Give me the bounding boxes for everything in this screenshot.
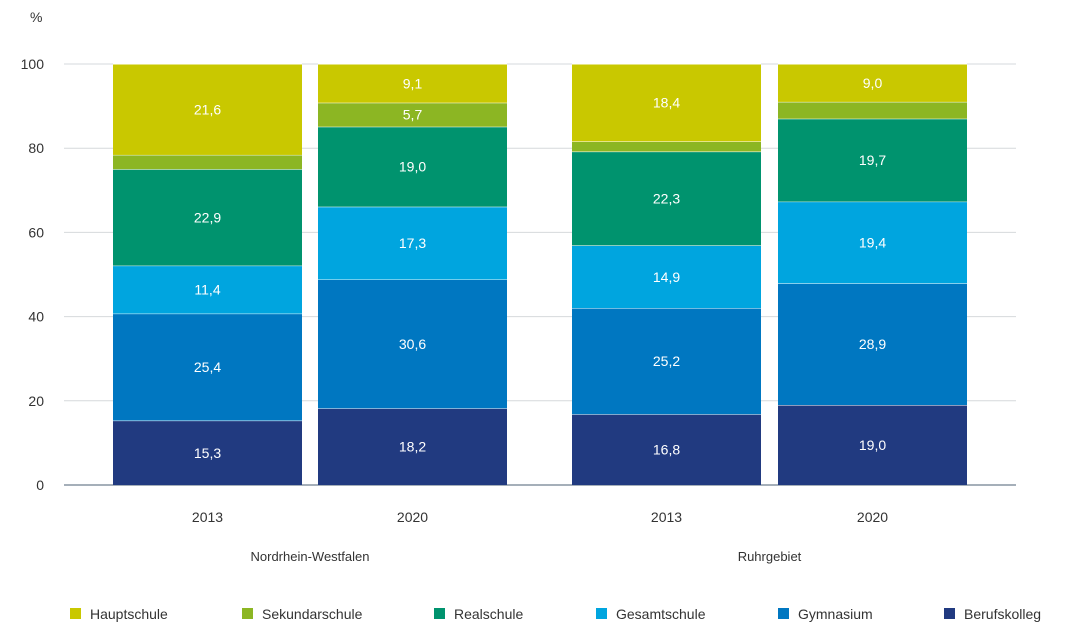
bar-segment-realschule	[318, 126, 507, 207]
bar-segment-gymnasium	[572, 308, 761, 415]
legend-swatch-sekundarschule	[242, 608, 253, 619]
data-label: 22,9	[194, 209, 221, 225]
group-label: Ruhrgebiet	[738, 549, 802, 564]
group-label: Nordrhein-Westfalen	[251, 549, 370, 564]
bar-segment-berufskolleg	[318, 408, 507, 485]
bars	[113, 63, 967, 485]
data-label: 9,1	[403, 75, 423, 91]
legend-swatch-berufskolleg	[944, 608, 955, 619]
data-label: 19,0	[859, 437, 886, 453]
bar-segment-hauptschule	[778, 64, 967, 102]
y-axis-ticks: 0 20 40 60 80 100	[21, 56, 45, 493]
bar-segment-berufskolleg	[113, 420, 302, 485]
data-label: 18,4	[653, 95, 680, 111]
x-tick-label: 2020	[397, 509, 428, 525]
bar-segment-sekundarschule	[572, 141, 761, 152]
legend-label: Sekundarschule	[262, 606, 363, 622]
x-tick-label: 2013	[651, 509, 682, 525]
x-axis-ticks: 2013 2020 2013 2020	[192, 509, 888, 525]
y-tick-label: 20	[28, 393, 44, 409]
bar-segment-gesamtschule	[113, 265, 302, 314]
y-tick-label: 40	[28, 309, 44, 325]
bar-segment-hauptschule	[318, 64, 507, 103]
bar-segment-gymnasium	[778, 283, 967, 406]
bar-segment-gesamtschule	[778, 201, 967, 284]
data-label: 18,2	[399, 439, 426, 455]
y-axis-unit: %	[30, 9, 42, 25]
group-labels: Nordrhein-Westfalen Ruhrgebiet	[251, 549, 802, 564]
bar-segment-sekundarschule	[318, 102, 507, 127]
x-tick-label: 2020	[857, 509, 888, 525]
x-tick-label: 2013	[192, 509, 223, 525]
data-label: 14,9	[653, 269, 680, 285]
legend-label: Gesamtschule	[616, 606, 706, 622]
legend: Hauptschule Sekundarschule Realschule Gesam…	[70, 606, 1041, 622]
bar-segment-sekundarschule	[113, 154, 302, 170]
data-label: 11,4	[194, 282, 220, 298]
y-tick-label: 80	[28, 140, 44, 156]
legend-label: Berufskolleg	[964, 606, 1041, 622]
data-label: 19,0	[399, 159, 426, 175]
legend-label: Hauptschule	[90, 606, 168, 622]
data-label: 28,9	[859, 336, 886, 352]
data-label: 25,2	[653, 353, 680, 369]
bar-segment-realschule	[572, 151, 761, 246]
data-label: 17,3	[399, 235, 426, 251]
data-labels: 15,3 25,4 11,4 22,9 21,6 18,2 30,6 17,3 19,0 5,7 9…	[194, 75, 886, 461]
bar-segment-berufskolleg	[572, 414, 761, 485]
data-label: 22,3	[653, 191, 680, 207]
data-label: 19,4	[859, 235, 886, 251]
data-label: 19,7	[859, 152, 886, 168]
legend-swatch-gesamtschule	[596, 608, 607, 619]
data-label: 25,4	[194, 359, 221, 375]
legend-swatch-hauptschule	[70, 608, 81, 619]
legend-label: Gymnasium	[798, 606, 873, 622]
bar-segment-sekundarschule	[778, 101, 967, 119]
y-tick-label: 60	[28, 224, 44, 240]
data-label: 15,3	[194, 445, 221, 461]
data-label: 16,8	[653, 442, 680, 458]
bar-segment-gymnasium	[318, 279, 507, 409]
legend-swatch-gymnasium	[778, 608, 789, 619]
bar-segment-realschule	[778, 118, 967, 202]
bar-segment-hauptschule	[113, 64, 302, 155]
bar-segment-berufskolleg	[778, 405, 967, 485]
data-label: 5,7	[403, 107, 423, 123]
bar-segment-gesamtschule	[572, 245, 761, 309]
bar-segment-hauptschule	[572, 64, 761, 142]
data-label: 9,0	[863, 75, 883, 91]
y-tick-label: 100	[21, 56, 45, 72]
data-label: 30,6	[399, 336, 426, 352]
bar-segment-gymnasium	[113, 313, 302, 421]
bar-segment-gesamtschule	[318, 206, 507, 280]
legend-swatch-realschule	[434, 608, 445, 619]
data-label: 21,6	[194, 101, 221, 117]
bar-segment-realschule	[113, 169, 302, 266]
legend-label: Realschule	[454, 606, 523, 622]
y-tick-label: 0	[36, 477, 44, 493]
